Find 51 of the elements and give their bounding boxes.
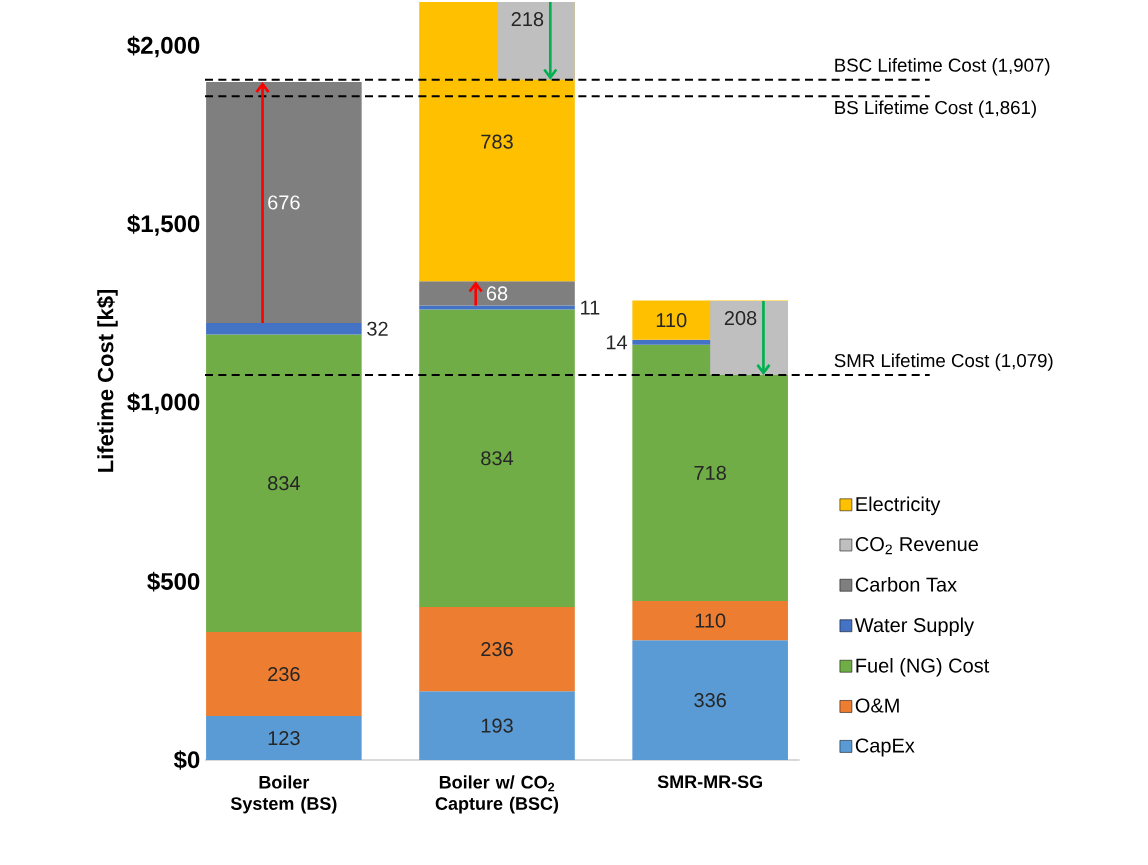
x-tick-label: Boiler w/ CO$_{2}$ Capture (BSC) bbox=[435, 775, 559, 814]
legend-label: Water Supply bbox=[854, 617, 975, 637]
bar bbox=[206, 81, 362, 324]
y-tick-label: $500 bbox=[147, 571, 200, 592]
y-axis-title: Lifetime Cost [k$] bbox=[96, 289, 118, 472]
data-label: 718 bbox=[694, 465, 726, 480]
y-tick-label: $1,500 bbox=[127, 214, 200, 236]
legend-label: CapEx bbox=[855, 738, 915, 757]
legend-label: Electricity bbox=[856, 496, 941, 516]
bar bbox=[632, 600, 788, 641]
data-label: 110 bbox=[656, 313, 687, 328]
ref-line-label: BS Lifetime Cost (1,861) bbox=[835, 100, 1036, 118]
y-tick-label: $2,000 bbox=[127, 35, 200, 58]
ref-line-label: SMR Lifetime Cost (1,079) bbox=[834, 353, 1053, 371]
bar bbox=[419, 309, 575, 607]
y-tick-label: $1,000 bbox=[127, 392, 200, 415]
data-label: 110 bbox=[695, 613, 726, 628]
data-label: 236 bbox=[481, 641, 513, 657]
data-label: 14 bbox=[606, 335, 628, 350]
data-label: 218 bbox=[511, 12, 544, 27]
ref-line-label: BSC Lifetime Cost (1,907) bbox=[835, 58, 1050, 76]
bar bbox=[497, 2, 575, 80]
data-label: 208 bbox=[724, 310, 757, 326]
legend-label: CO$_{2}$ Revenue bbox=[855, 537, 978, 555]
bar bbox=[710, 300, 788, 376]
data-label: 193 bbox=[481, 718, 513, 733]
bar bbox=[206, 716, 362, 760]
bar bbox=[419, 691, 575, 760]
bar bbox=[206, 323, 362, 335]
data-label: 834 bbox=[481, 451, 514, 466]
y-tick-label: $0 bbox=[173, 750, 200, 770]
data-label: 68 bbox=[486, 286, 508, 301]
data-label: 783 bbox=[481, 134, 513, 149]
bar bbox=[632, 344, 788, 601]
legend-label: Fuel (NG) Cost bbox=[856, 657, 990, 677]
bar bbox=[632, 640, 788, 760]
bar bbox=[419, 606, 575, 692]
x-tick-label: SMR-MR-SG bbox=[657, 775, 763, 789]
data-label: 236 bbox=[268, 666, 300, 682]
x-tick-label: Boiler System (BS) bbox=[230, 775, 337, 814]
data-label: 676 bbox=[268, 195, 300, 210]
bar bbox=[206, 334, 362, 632]
data-label: 32 bbox=[367, 321, 388, 336]
data-label: 123 bbox=[268, 730, 300, 746]
data-label: 336 bbox=[694, 692, 726, 708]
legend-label: Carbon Tax bbox=[855, 576, 957, 592]
legend-label: O&M bbox=[855, 698, 899, 713]
data-label: 834 bbox=[268, 476, 300, 491]
bar bbox=[419, 281, 575, 306]
bar bbox=[206, 631, 362, 717]
data-label: 11 bbox=[581, 300, 600, 315]
